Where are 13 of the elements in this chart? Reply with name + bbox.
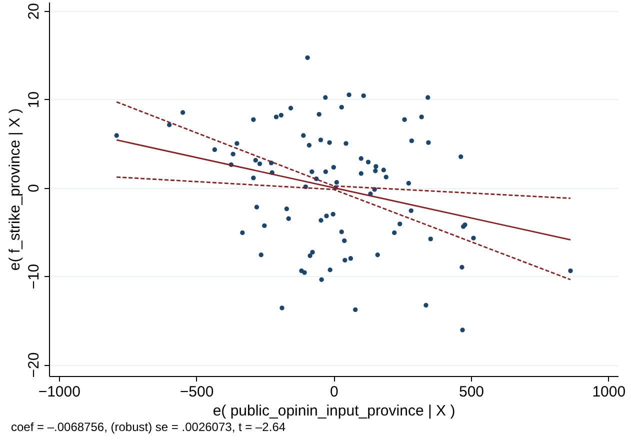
x-tick-label: 500 — [458, 384, 484, 400]
y-axis-title: e( f_strike_province | X ) — [6, 108, 24, 271]
x-tick-label: −500 — [180, 384, 214, 400]
y-tick-label: 0 — [26, 184, 42, 192]
y-tick-label: −10 — [26, 264, 42, 290]
y-tick-label: 10 — [26, 91, 42, 108]
y-tick-label: 20 — [26, 3, 42, 20]
y-tick-label: −20 — [26, 352, 42, 378]
x-tick-label: 0 — [330, 384, 338, 400]
text: coef = –.0068756, (robust) se = .0026073, t = –2.64 — [11, 420, 286, 434]
x-tick-label: 1000 — [592, 384, 626, 400]
x-tick-label: −1000 — [38, 384, 80, 400]
x-axis-title: e( public_opinin_input_province | X ) — [212, 402, 456, 420]
